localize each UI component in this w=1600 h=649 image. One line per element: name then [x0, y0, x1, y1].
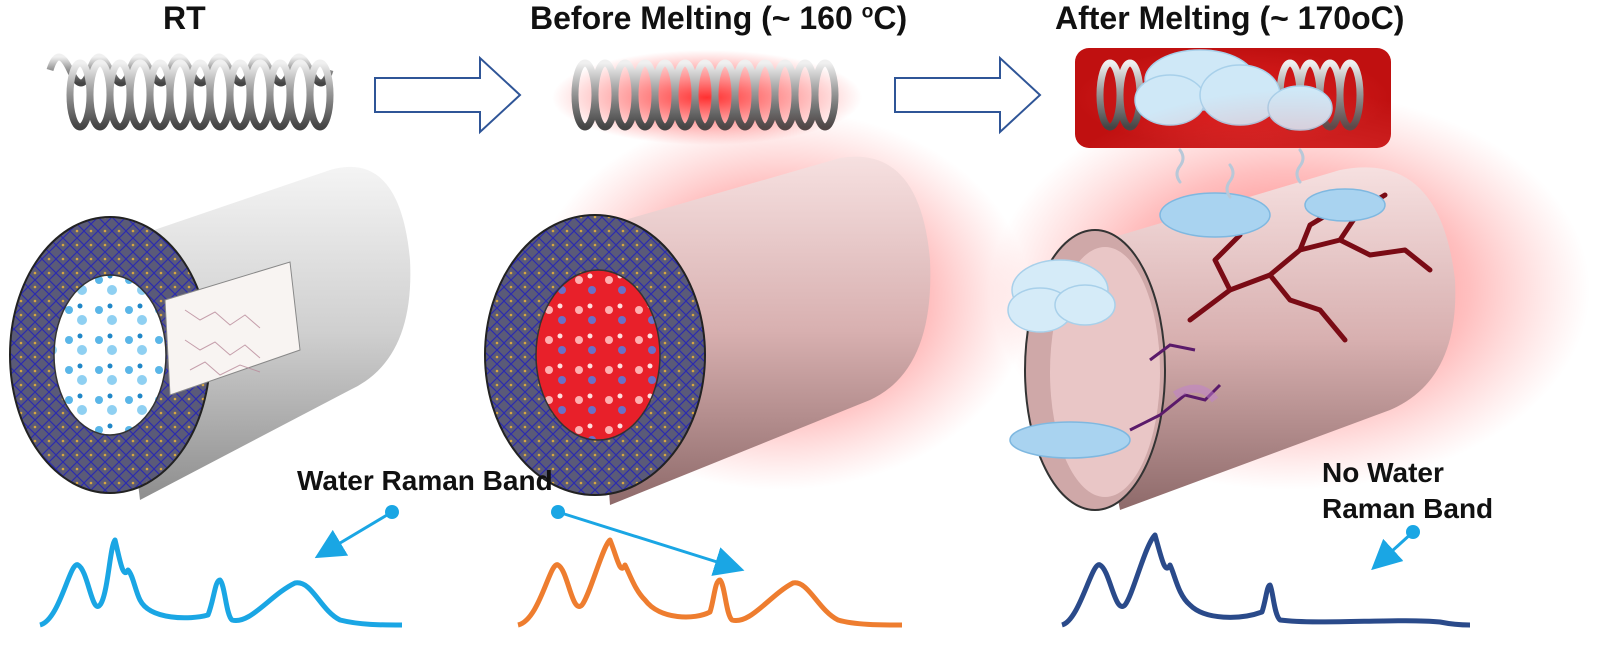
- pointer-arrow: [1371, 525, 1420, 571]
- spectrum-rt: [38, 537, 403, 628]
- stage-title-before-melting: Before Melting (~ 160 oC): [530, 0, 908, 36]
- pointer-arrow: [314, 505, 399, 559]
- nanotube-after-melting: [990, 90, 1590, 511]
- nanotube-before-melting: [484, 110, 1030, 505]
- spectrum-after-melting: [1060, 532, 1471, 628]
- stage-title-rt: RT: [163, 0, 206, 36]
- process-arrow-icon: [894, 55, 1042, 135]
- no-water-label-line2: Raman Band: [1322, 493, 1494, 524]
- process-arrow-icon: [374, 55, 522, 135]
- water-raman-band-label: Water Raman Band: [297, 465, 553, 496]
- steam-cloud-icon: [1007, 259, 1116, 333]
- heating-coil-icon: [46, 53, 334, 131]
- water-droplet-icon: [1009, 188, 1386, 459]
- stage-title-after-melting: After Melting (~ 170oC): [1055, 0, 1405, 36]
- spectrum-before-melting: [516, 537, 903, 628]
- nanotube-rt: [9, 166, 411, 500]
- no-water-label-line1: No Water: [1322, 457, 1444, 488]
- pointer-arrow: [551, 505, 745, 576]
